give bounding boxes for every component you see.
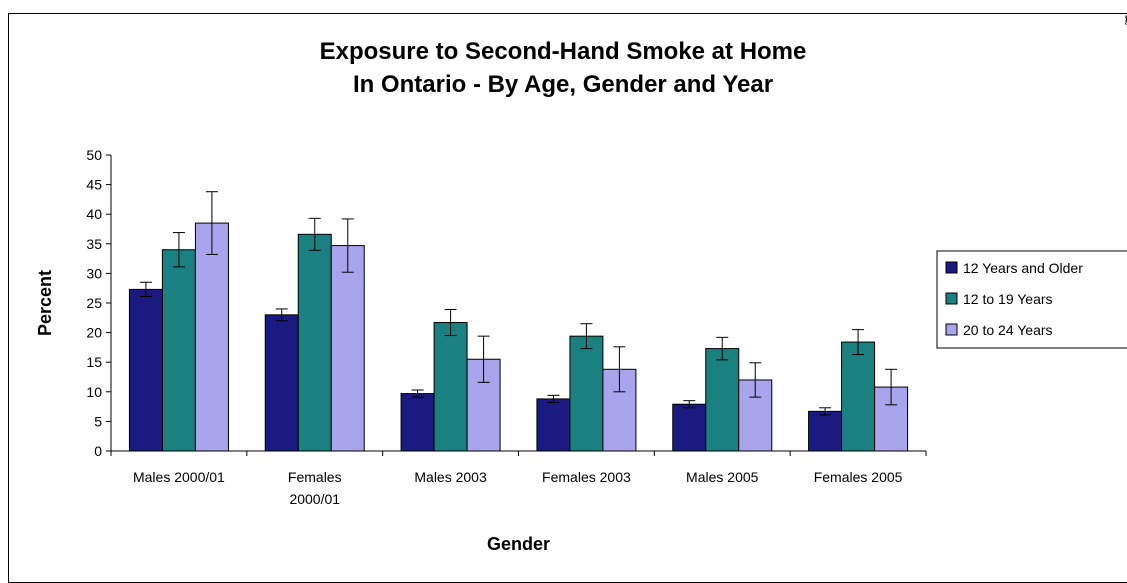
legend: 12 Years and Older 12 to 19 Years 20 to 24… [937, 251, 1127, 348]
category-label: Males 2000/01 [133, 469, 225, 485]
bar [195, 223, 228, 451]
category-label: 2000/01 [289, 491, 340, 507]
error-bars [140, 192, 897, 415]
legend-label: 12 to 19 Years [963, 291, 1053, 307]
legend-label: 12 Years and Older [963, 260, 1083, 276]
category-labels: Males 2000/01 Females 2000/01 Males 2003 Fem… [133, 469, 903, 507]
bar [673, 404, 706, 451]
y-axis-label: Percent [35, 270, 55, 336]
bar [809, 411, 842, 451]
bar [570, 336, 603, 451]
y-tick-label: 45 [86, 177, 102, 193]
y-tick-label: 50 [86, 147, 102, 163]
y-tick-label: 35 [86, 236, 102, 252]
y-tick-label: 30 [86, 265, 102, 281]
category-label: Females [288, 469, 342, 485]
chart-title-line: Exposure to Second-Hand Smoke at Home [320, 38, 807, 65]
legend-label: 20 to 24 Years [963, 322, 1053, 338]
bar [537, 399, 570, 451]
chart-title: Exposure to Second-Hand Smoke at Home In … [320, 38, 807, 98]
chart-title-line: In Ontario - By Age, Gender and Year [353, 71, 773, 98]
category-label: Females 2003 [542, 469, 631, 485]
y-tick-label: 5 [94, 413, 102, 429]
bar [162, 250, 195, 451]
y-tick-label: 15 [86, 354, 102, 370]
bar [401, 394, 434, 451]
category-label: Males 2005 [686, 469, 759, 485]
legend-swatch [946, 324, 957, 335]
bar [842, 342, 875, 451]
y-tick-label: 10 [86, 384, 102, 400]
bars [129, 223, 907, 451]
bar [331, 246, 364, 451]
bar [434, 323, 467, 451]
bar [706, 349, 739, 451]
legend-swatch [946, 293, 957, 304]
bar [129, 289, 162, 451]
bar [265, 315, 298, 451]
category-label: Females 2005 [814, 469, 903, 485]
y-tick-label: 40 [86, 206, 102, 222]
bar [298, 234, 331, 451]
legend-swatch [946, 262, 957, 273]
category-label: Males 2003 [414, 469, 487, 485]
y-tick-label: 0 [94, 443, 102, 459]
x-axis-label: Gender [487, 534, 550, 554]
y-tick-label: 25 [86, 295, 102, 311]
y-tick-label: 20 [86, 325, 102, 341]
